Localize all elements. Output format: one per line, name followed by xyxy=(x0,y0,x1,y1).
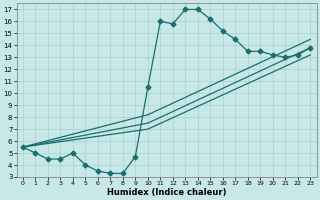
X-axis label: Humidex (Indice chaleur): Humidex (Indice chaleur) xyxy=(107,188,226,197)
